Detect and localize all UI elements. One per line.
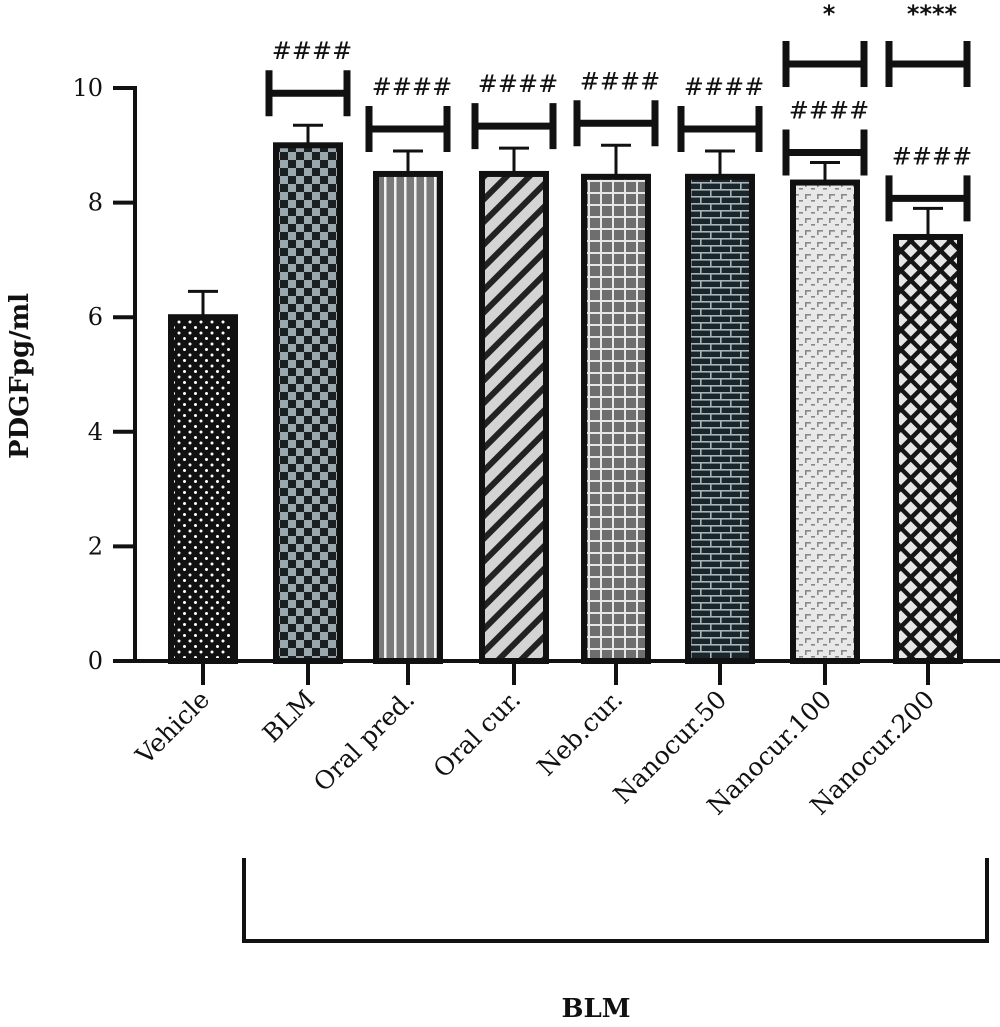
bar-blm: [273, 142, 343, 665]
bar-nanocur-200: [893, 233, 963, 664]
sig-label-lower-nanocur-50: ####: [684, 73, 764, 101]
y-axis-title: PDGFpg/ml: [5, 293, 35, 459]
sig-label-lower-neb-cur: ####: [580, 67, 660, 95]
x-tick-label-vehicle: Vehicle: [129, 685, 215, 771]
y-tick-label-10: 10: [72, 74, 103, 102]
error-bars-layer: [188, 123, 943, 318]
sig-label-lower-nanocur-100: ####: [789, 96, 869, 124]
y-tick-label-4: 4: [88, 418, 103, 446]
bar-nanocur-100: [790, 179, 860, 664]
bars-layer: [168, 142, 963, 665]
x-tick-label-oral-cur: Oral cur.: [428, 685, 527, 784]
sig-label-lower-oral-cur: ####: [478, 70, 558, 98]
bar-vehicle: [168, 314, 238, 664]
bar-oral-pred: [373, 170, 443, 664]
sig-label-lower-oral-pred: ####: [372, 73, 452, 101]
y-tick-label-6: 6: [88, 303, 103, 331]
sig-label-upper-nanocur-200: ****: [907, 0, 958, 28]
y-ticks: 0 2 4 6 8 10: [72, 74, 135, 675]
y-tick-label-8: 8: [88, 189, 103, 217]
y-tick-label-0: 0: [88, 647, 103, 675]
bar-oral-cur: [479, 170, 549, 664]
x-tick-label-blm: BLM: [257, 685, 320, 748]
sig-label-lower-nanocur-200: ####: [892, 142, 972, 170]
bar-neb-cur: [581, 173, 651, 664]
significance-layer: #### #### #### #### #### #### * #### ****: [265, 0, 972, 222]
group-bracket-label: BLM: [561, 994, 630, 1024]
y-tick-label-2: 2: [88, 532, 103, 560]
group-bracket-line: [242, 858, 989, 943]
group-bracket: BLM: [242, 858, 989, 1024]
x-tick-label-oral-pred: Oral pred.: [308, 685, 420, 797]
sig-label-upper-nanocur-100: *: [823, 0, 836, 28]
x-tick-label-neb-cur: Neb.cur.: [531, 685, 628, 782]
bar-nanocur-50: [685, 173, 755, 664]
sig-label-lower-blm: ####: [272, 37, 352, 65]
